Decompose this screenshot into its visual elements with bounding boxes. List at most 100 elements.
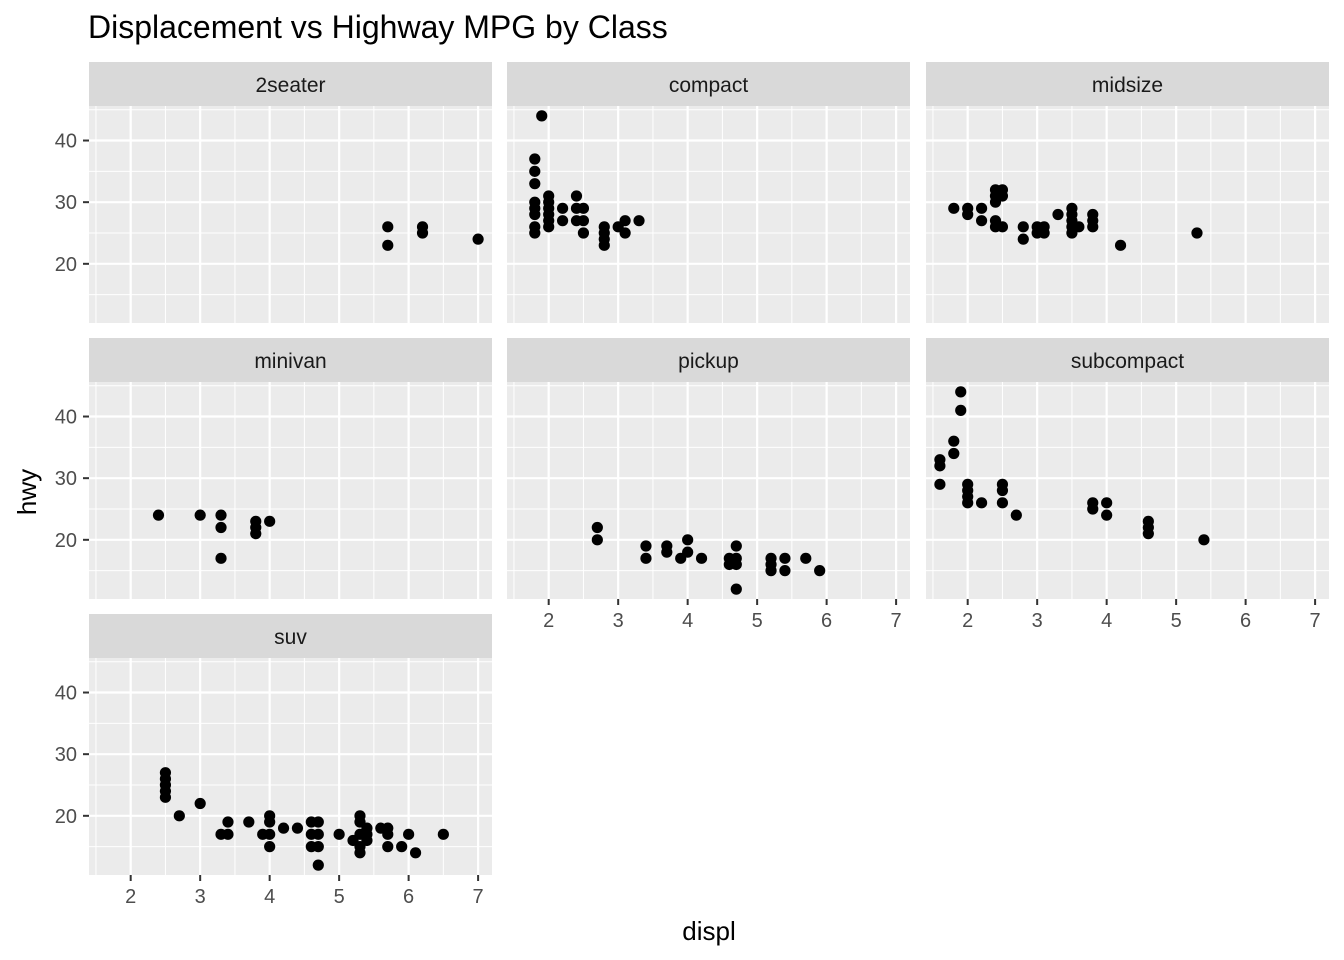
data-point: [529, 227, 541, 239]
x-tick-label: 7: [891, 610, 902, 632]
panel-background: [926, 106, 1329, 323]
data-point: [619, 227, 631, 239]
data-point: [173, 810, 185, 822]
x-tick-label: 7: [473, 886, 484, 908]
x-tick-label: 6: [1240, 610, 1251, 632]
y-tick-label: 30: [55, 192, 77, 214]
facet-strip: [89, 62, 492, 106]
data-point: [215, 521, 227, 534]
facet-panel-midsize: midsize: [926, 62, 1329, 323]
data-point: [1010, 509, 1022, 521]
gridlines: [926, 382, 1329, 599]
panel-background: [89, 382, 492, 599]
data-point: [996, 484, 1009, 497]
facet-strip: [89, 338, 492, 382]
data-point: [814, 565, 826, 577]
data-point: [215, 552, 227, 564]
data-point: [730, 558, 742, 571]
facet-strip-label: minivan: [254, 350, 326, 373]
data-point: [529, 178, 541, 190]
data-point: [1017, 221, 1029, 233]
data-point: [955, 404, 967, 416]
data-points: [152, 509, 276, 564]
gridlines: [926, 106, 1329, 323]
data-point: [975, 215, 988, 227]
facet-strip: [926, 62, 1329, 106]
data-point: [152, 509, 165, 521]
x-tick-label: 2: [543, 610, 554, 632]
facet-strip-label: subcompact: [1071, 350, 1184, 373]
x-tick-label: 4: [1101, 610, 1112, 632]
data-point: [1101, 509, 1113, 521]
data-point: [382, 239, 394, 251]
panel-background: [507, 382, 910, 599]
data-point: [975, 202, 988, 214]
data-point: [1142, 528, 1154, 540]
x-tick-label: 4: [264, 886, 275, 908]
data-point: [396, 841, 408, 853]
y-tick-label: 20: [55, 254, 77, 276]
data-point: [996, 497, 1009, 509]
data-point: [291, 822, 304, 834]
data-point: [1017, 233, 1029, 245]
data-point: [264, 841, 276, 853]
facet-panel-pickup: pickup 2 3 4 5 6 7: [507, 338, 910, 632]
data-point: [437, 828, 449, 840]
data-point: [333, 828, 345, 840]
data-point: [543, 221, 555, 233]
panel-background: [926, 382, 1329, 599]
y-tick-label: 20: [55, 806, 77, 828]
gridlines: [89, 106, 492, 323]
x-tick-label: 6: [821, 610, 832, 632]
data-point: [243, 816, 255, 828]
x-axis-title: displ: [682, 916, 735, 946]
data-point: [1198, 534, 1210, 546]
facet-panel-suv: suv 20 30 40 2 3 4 5 6 7: [55, 614, 492, 908]
data-point: [730, 583, 742, 595]
facet-panel-minivan: minivan 20 30 40: [55, 338, 492, 599]
data-point: [682, 534, 694, 546]
data-point: [948, 447, 960, 460]
data-point: [996, 221, 1009, 233]
x-tick-label: 3: [195, 886, 206, 908]
data-points: [382, 221, 484, 251]
data-point: [409, 847, 422, 859]
data-point: [1101, 497, 1113, 509]
gridlines: [89, 382, 492, 599]
data-point: [536, 110, 548, 122]
x-tick-label: 4: [682, 610, 693, 632]
data-point: [640, 540, 652, 552]
y-tick-label: 30: [55, 468, 77, 490]
data-point: [800, 552, 812, 564]
data-point: [556, 202, 569, 214]
data-point: [962, 208, 974, 221]
panel-background: [89, 106, 492, 323]
facet-panel-subcompact: subcompact 2 3 4 5 6 7: [926, 338, 1329, 632]
facet-strip: [507, 338, 910, 382]
data-point: [264, 515, 276, 527]
data-point: [661, 546, 673, 558]
panel-background: [507, 106, 910, 323]
data-point: [577, 202, 590, 214]
data-point: [1073, 221, 1085, 233]
data-point: [934, 478, 946, 490]
data-point: [955, 386, 967, 398]
x-tick-label: 3: [613, 610, 624, 632]
facet-strip-label: 2seater: [255, 74, 325, 97]
data-point: [277, 822, 290, 834]
data-point: [948, 435, 960, 447]
data-point: [975, 497, 988, 509]
y-tick-label: 40: [55, 131, 77, 153]
data-point: [934, 460, 946, 472]
data-point: [312, 828, 324, 840]
data-point: [948, 202, 960, 214]
data-point: [222, 816, 234, 828]
facet-strip: [926, 338, 1329, 382]
data-point: [695, 552, 708, 564]
y-axis-title: hwy: [12, 469, 42, 515]
data-point: [264, 828, 276, 840]
data-point: [1052, 208, 1064, 221]
data-points: [934, 386, 1210, 546]
data-point: [633, 215, 645, 227]
